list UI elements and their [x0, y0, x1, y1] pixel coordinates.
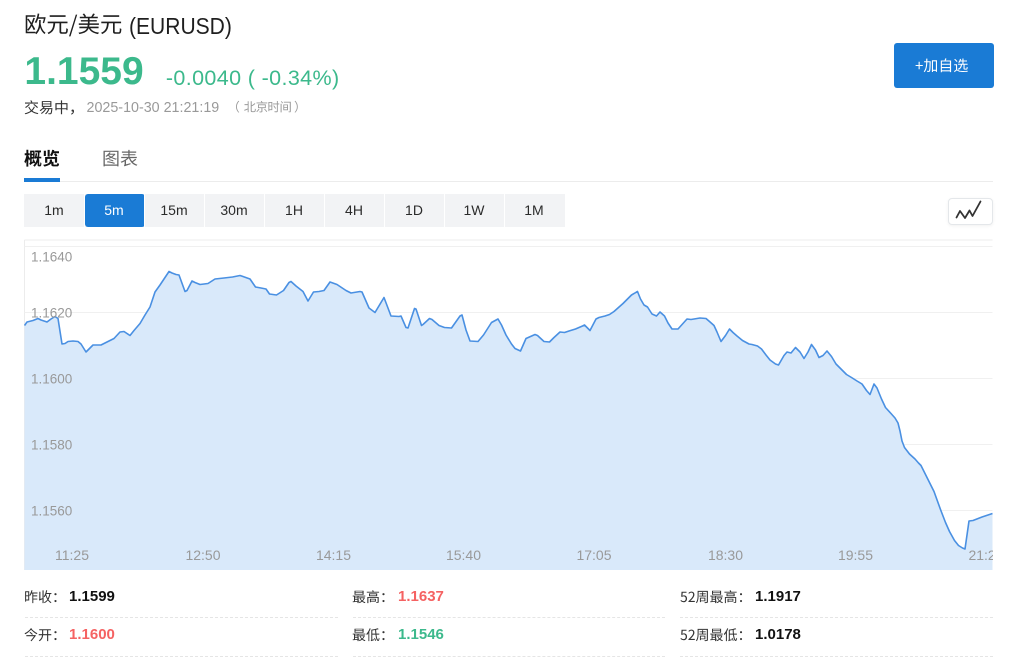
svg-text:14:15: 14:15	[316, 547, 351, 563]
svg-text:12:50: 12:50	[185, 547, 220, 563]
svg-text:1.1560: 1.1560	[31, 503, 72, 518]
svg-text:17:05: 17:05	[576, 547, 611, 563]
svg-text:1.1620: 1.1620	[31, 305, 72, 320]
svg-text:15:40: 15:40	[446, 547, 481, 563]
svg-text:1.1580: 1.1580	[31, 437, 72, 452]
svg-text:1.1600: 1.1600	[31, 371, 72, 386]
svg-text:1.1640: 1.1640	[31, 249, 72, 264]
svg-text:18:30: 18:30	[708, 547, 743, 563]
svg-text:19:55: 19:55	[838, 547, 873, 563]
svg-text:11:25: 11:25	[55, 547, 89, 563]
svg-text:21:21: 21:21	[968, 547, 992, 563]
